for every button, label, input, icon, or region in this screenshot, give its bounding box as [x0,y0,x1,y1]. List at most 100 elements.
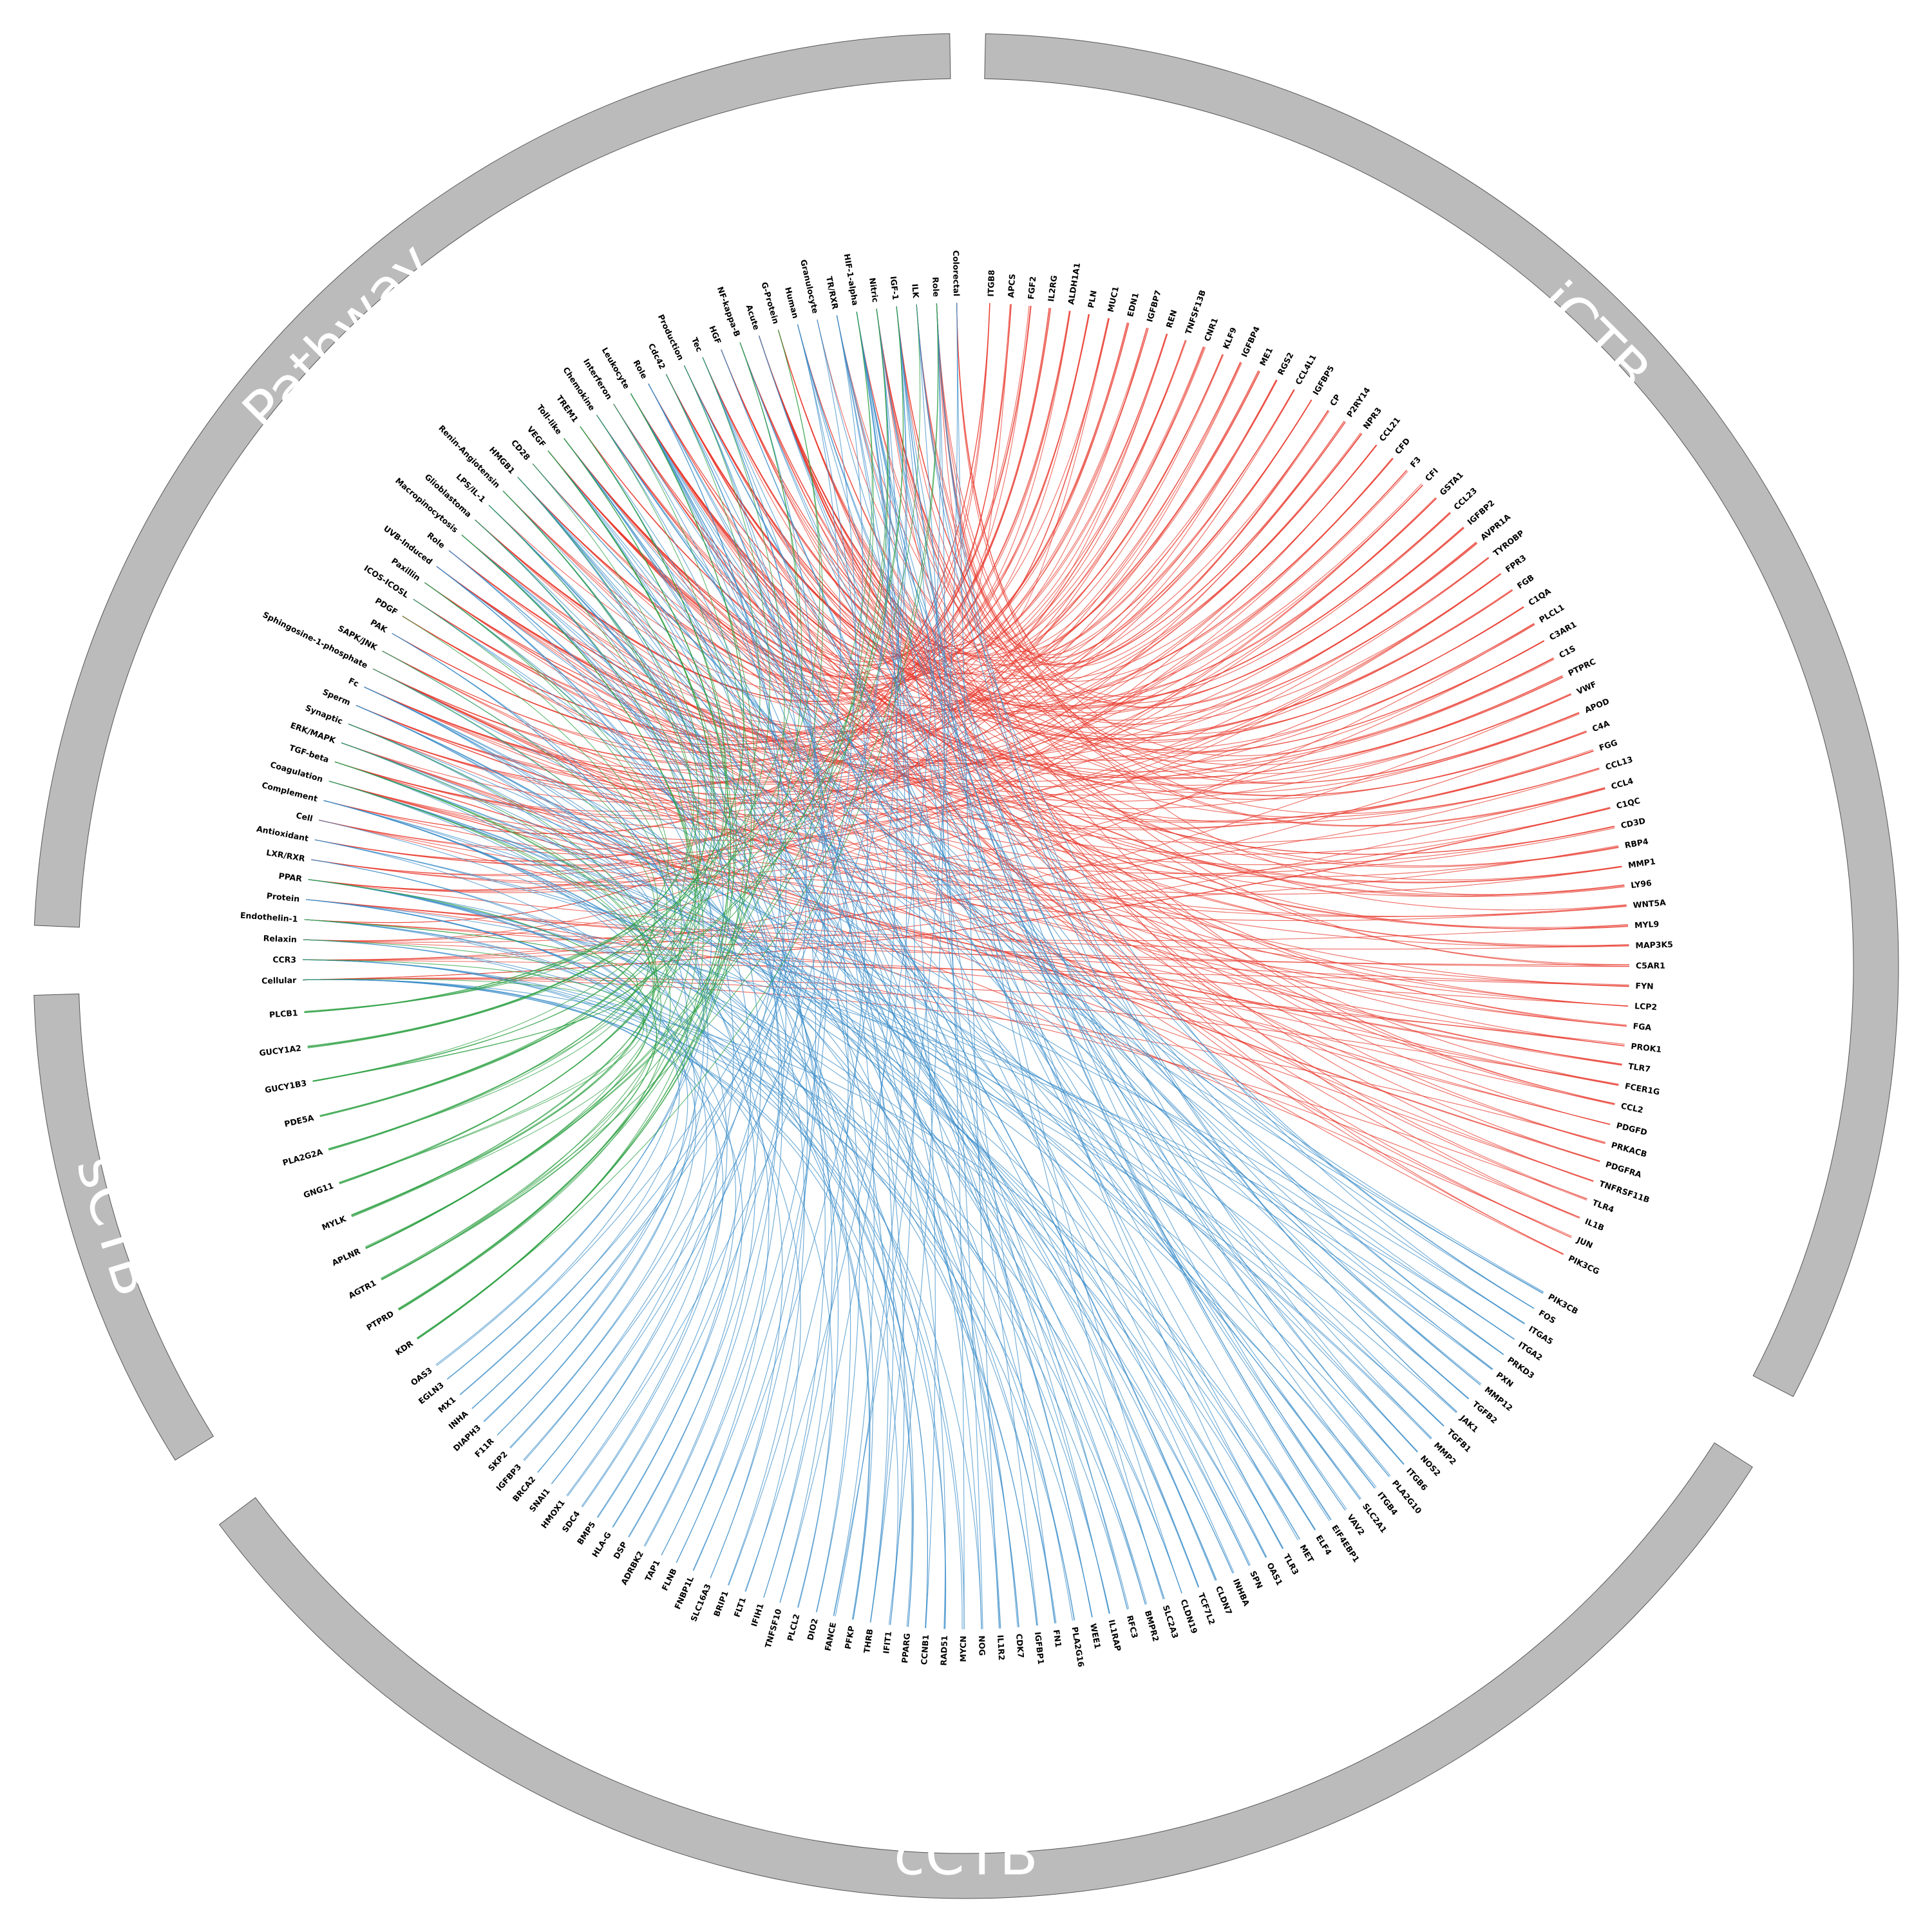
chord-link [471,308,891,1409]
chord-link [364,687,1056,1624]
node-label: IGFBP4 [1239,325,1262,359]
node-label: Cell [295,810,314,823]
chord-link [304,477,699,1012]
node-label: APOD [1583,696,1611,715]
node-label: ITGB6 [1405,1466,1430,1492]
chord-link [382,305,1031,753]
chord-link [364,498,1437,792]
node-label: C3AR1 [1548,620,1578,643]
node-label: PLN [1086,290,1099,309]
chord-link [323,800,965,1630]
chord-link [510,342,815,1449]
chord-link [416,303,939,1339]
node-label: NOS2 [1419,1454,1443,1479]
chord-link [304,582,668,1012]
node-label: TNFSF13B [1183,289,1208,336]
chord-link [364,687,1615,875]
chord-link [665,374,875,1616]
chord-link [303,959,963,1629]
node-label: CCL21 [1377,415,1402,444]
chord-link [392,633,705,1423]
chord-link [532,463,1629,946]
chord-link [314,839,1457,1414]
chord-link [341,742,1625,1046]
node-label: PAK [369,617,390,634]
node-label: Toll-like [535,402,564,436]
chord-link [564,438,1563,779]
node-label: ELF4 [1314,1533,1334,1557]
chord-link [836,315,1535,1309]
chord-link [797,324,1283,1549]
node-label: ERK/MAPK [289,720,337,745]
node-label: NPR3 [1361,406,1383,431]
chord-link [702,357,1554,762]
node-label: IGFBP7 [1144,289,1162,323]
chord-link [311,639,1544,887]
node-label: Cellular [261,975,297,985]
chord-link [364,687,1376,1489]
node-label: FANCE [823,1622,838,1652]
chord-link [759,336,1481,1385]
chord-link [323,800,1057,1624]
chord-link [683,365,1470,1399]
node-label: UVB-Induced [382,524,434,567]
chord-link [364,687,688,1379]
node-label: REN [1164,308,1179,329]
node-label: HGF [707,324,723,345]
node-label: MMP1 [1627,857,1656,870]
chord-link [307,329,820,1048]
node-label: JUN [1575,1235,1595,1250]
chord-link [435,477,724,1365]
chord-link [312,450,712,1082]
chord-link [436,566,1544,1294]
node-label: EDN1 [1125,292,1141,318]
node-label: Protein [266,891,300,904]
chord-link [304,919,1630,965]
node-label: HMGB1 [488,445,517,476]
node-label: PPARG [900,1633,912,1663]
node-label: FOS [1537,1308,1558,1325]
node-label: MYCN [958,1636,968,1662]
chord-link [413,389,1295,743]
node-label: PROK1 [1631,1041,1662,1055]
node-label: INHA [446,1408,470,1431]
node-label: Complement [261,780,319,804]
chord-link [896,306,1164,1600]
node-label: LCP2 [1634,1001,1658,1012]
node-label: CCL2 [1620,1101,1644,1115]
node-label: EGLN3 [417,1380,446,1406]
node-label: CLDN19 [1179,1598,1199,1634]
chord-link [956,303,1625,895]
node-label: TAP1 [643,1558,661,1583]
chord-link [319,519,688,1117]
sector-arc-pathway [33,33,951,928]
chord-link [665,374,895,1623]
node-label: BMPR2 [1143,1609,1161,1643]
node-label: CFI [1423,466,1440,484]
chord-link [307,393,744,1048]
chord-link [728,324,868,1586]
chord-link [596,415,1580,793]
chord-link [532,463,1515,1340]
chord-link [303,806,1611,981]
chord-link [448,550,1622,1065]
sector-arc-ictb [984,33,1899,1397]
chord-link [436,566,839,1608]
chord-link [683,365,1619,867]
node-label: RBP4 [1624,837,1649,850]
node-label: FN1 [1052,1629,1064,1647]
node-label: LY96 [1630,878,1652,890]
node-label: PDGFD [1615,1121,1648,1137]
chord-link [311,859,1037,1626]
node-label: P2RY14 [1345,385,1372,419]
chord-link [665,374,1407,697]
chord-link [372,484,1423,783]
node-label: Sperm [321,687,352,708]
chord-link [665,374,1535,750]
chord-link [916,304,1580,784]
chord-link [355,705,1250,1566]
chord-link [382,650,1629,987]
chord-link [364,445,1378,785]
chord-link [721,349,1544,753]
chord-link [564,438,1093,1618]
